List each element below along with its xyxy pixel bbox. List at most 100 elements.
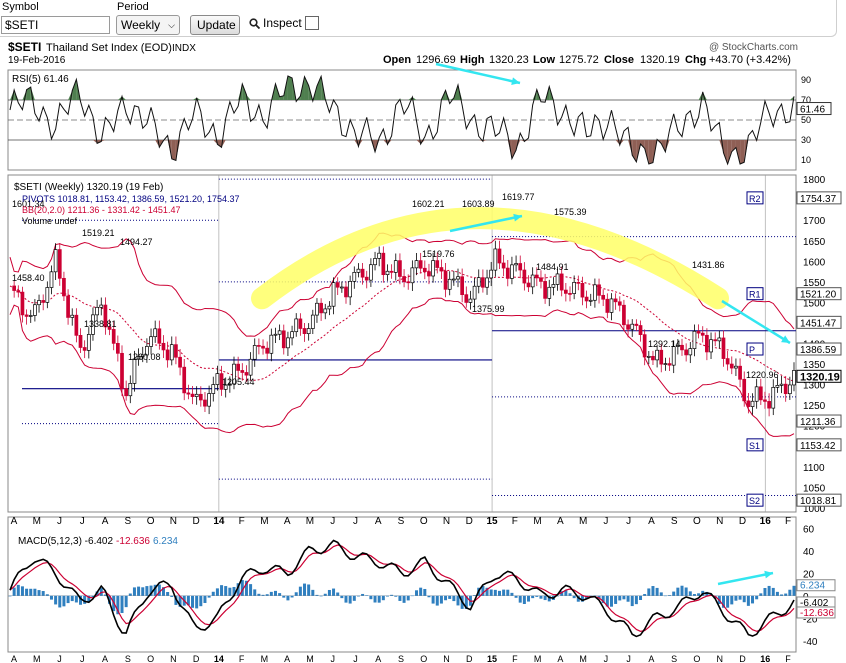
candle-body bbox=[709, 339, 713, 353]
macd-histogram-bar bbox=[8, 595, 12, 597]
inspect-control[interactable]: Inspect bbox=[249, 16, 319, 30]
candle-body bbox=[103, 304, 108, 328]
price-annotation: 1602.21 bbox=[412, 199, 445, 209]
macd-histogram-bar bbox=[29, 588, 33, 596]
update-button[interactable]: Update bbox=[190, 15, 240, 35]
macd-histogram-bar bbox=[659, 592, 663, 596]
macd-histogram-bar bbox=[62, 595, 66, 607]
price-annotation: 1375.99 bbox=[472, 304, 505, 314]
inspect-checkbox[interactable] bbox=[304, 16, 319, 30]
candle-body bbox=[140, 354, 145, 357]
pivot-tag-box bbox=[746, 342, 764, 356]
candle-body bbox=[464, 294, 469, 303]
candle-body bbox=[402, 276, 406, 283]
macd-histogram-bar bbox=[377, 595, 381, 603]
candle-body bbox=[340, 286, 344, 289]
macd-histogram-bar bbox=[348, 595, 352, 604]
macd-histogram-bar bbox=[668, 595, 672, 596]
candle-body bbox=[472, 285, 477, 300]
open-label: Open bbox=[383, 54, 411, 66]
pivot-tag-box bbox=[746, 191, 764, 205]
x-tick-label-bottom: S bbox=[671, 654, 677, 663]
candle-body bbox=[688, 348, 693, 356]
x-tick-label: O bbox=[693, 516, 701, 527]
rsi-overbought-fill bbox=[14, 90, 19, 100]
macd-histogram-bar bbox=[153, 584, 157, 596]
symbol-input[interactable] bbox=[1, 16, 110, 34]
macd-histogram-bar bbox=[535, 595, 539, 597]
candle-body bbox=[447, 278, 452, 290]
candle-body bbox=[240, 370, 245, 373]
candle-body bbox=[501, 262, 506, 269]
x-tick-label: M bbox=[260, 516, 268, 527]
period-select-value: Weekly bbox=[121, 18, 161, 32]
macd-histogram-bar bbox=[79, 595, 83, 605]
x-tick-label: M bbox=[579, 516, 587, 527]
macd-histogram-bar bbox=[211, 591, 215, 596]
macd-histogram-bar bbox=[215, 588, 219, 596]
candle-body bbox=[116, 343, 120, 354]
macd-histogram-bar bbox=[45, 594, 49, 596]
candle-body bbox=[642, 334, 647, 358]
rsi-current-box bbox=[796, 102, 832, 116]
x-tick-label-bottom: 15 bbox=[487, 654, 497, 663]
price-annotation: 1205.44 bbox=[222, 377, 255, 387]
low-value: 1275.72 bbox=[559, 54, 599, 66]
rsi-legend: RSI(5) 61.46 bbox=[12, 74, 69, 85]
candle-body bbox=[456, 276, 460, 280]
macd-histogram-bar bbox=[124, 595, 128, 608]
macd-histogram-bar bbox=[688, 591, 692, 596]
candle-body bbox=[273, 333, 278, 336]
price-tick-label: 1800 bbox=[803, 175, 826, 186]
candle-body bbox=[49, 271, 54, 288]
candle-body bbox=[348, 281, 352, 298]
candle-body bbox=[86, 334, 91, 351]
macd-histogram-bar bbox=[564, 590, 568, 596]
candle-body bbox=[588, 299, 593, 302]
candle-body bbox=[331, 282, 336, 307]
candle-body bbox=[530, 274, 535, 288]
x-tick-label: N bbox=[443, 516, 450, 527]
macd-histogram-bar bbox=[572, 595, 576, 599]
candle-body bbox=[564, 289, 568, 294]
x-tick-label: J bbox=[626, 516, 631, 527]
macd-histogram-bar bbox=[327, 589, 331, 596]
macd-histogram-bar bbox=[178, 595, 182, 607]
candle-body bbox=[539, 277, 543, 282]
price-right-box bbox=[796, 438, 842, 452]
candle-body bbox=[290, 331, 294, 339]
candle-body bbox=[783, 383, 788, 395]
arrow-price-high-head bbox=[513, 213, 522, 222]
x-tick-label: O bbox=[420, 516, 428, 527]
candle-body bbox=[630, 323, 635, 330]
macd-histogram-bar bbox=[576, 595, 580, 602]
period-select[interactable]: Weekly ⌵ bbox=[116, 15, 180, 35]
candle-body bbox=[742, 378, 747, 402]
x-tick-label: S bbox=[398, 516, 405, 527]
macd-histogram-bar bbox=[742, 595, 746, 603]
candle-body bbox=[398, 260, 402, 277]
price-tick-label: 1650 bbox=[803, 237, 826, 248]
rsi-layer: 90 70 50 30 10 61.46 bbox=[8, 74, 832, 166]
macd-histogram-bar bbox=[70, 595, 74, 602]
macd-histogram-bar bbox=[759, 593, 763, 596]
macd-histogram-bar bbox=[224, 586, 228, 596]
candle-body bbox=[485, 277, 489, 288]
candle-body bbox=[700, 332, 705, 336]
close-value: 1320.19 bbox=[640, 54, 680, 66]
macd-histogram-bar bbox=[20, 586, 24, 596]
macd-histogram-bar bbox=[506, 589, 510, 596]
price-legend-volume: Volume undef bbox=[22, 216, 78, 226]
rsi-tick-label: 10 bbox=[801, 155, 811, 165]
macd-histogram-bar bbox=[589, 595, 593, 597]
macd-legend-main: MACD(5,12,3) -6.402 bbox=[18, 536, 113, 547]
x-tick-label-bottom: F bbox=[785, 654, 791, 663]
candle-body bbox=[617, 301, 622, 306]
macd-histogram-bar bbox=[137, 586, 141, 596]
rsi-overbought-fill bbox=[532, 89, 537, 100]
macd-histogram-bar bbox=[730, 595, 734, 605]
macd-histogram-bar bbox=[684, 587, 688, 596]
macd-histogram-bar bbox=[663, 595, 667, 597]
pivot-tag: S2 bbox=[749, 496, 760, 506]
macd-histogram-bar bbox=[452, 595, 456, 602]
